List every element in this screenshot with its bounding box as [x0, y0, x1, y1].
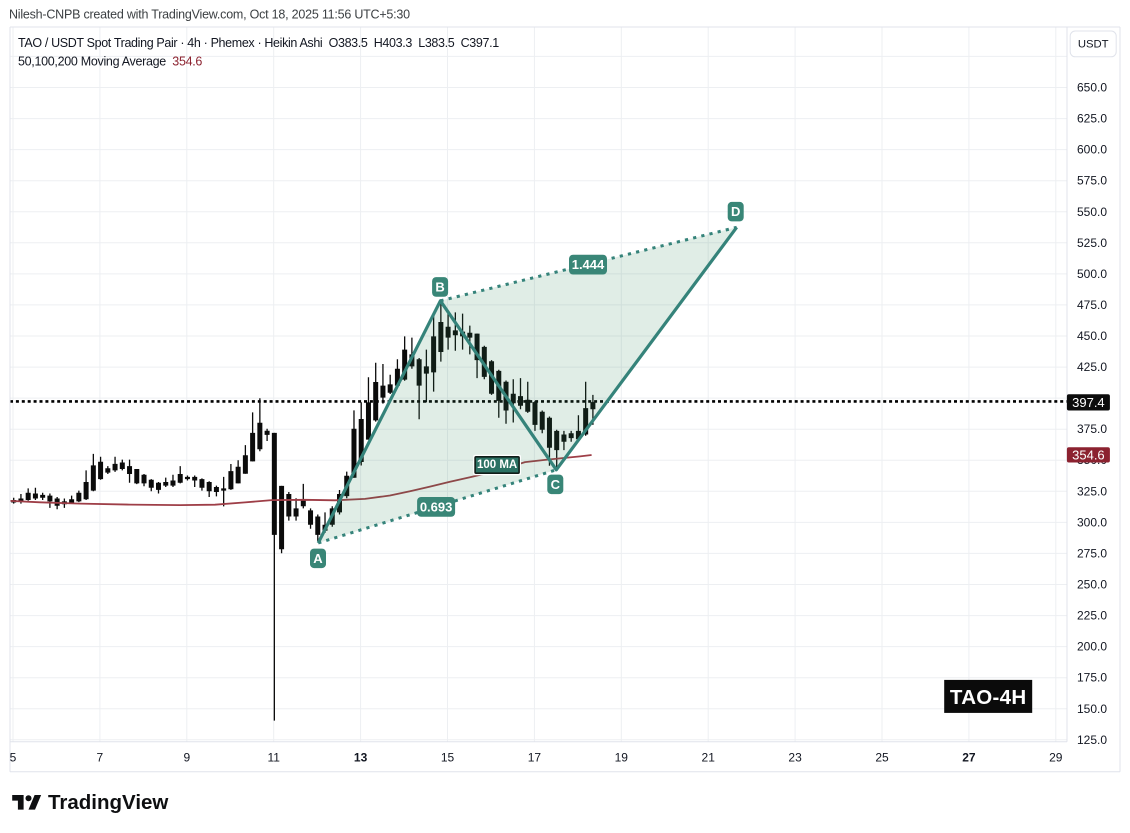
svg-text:275.0: 275.0: [1077, 546, 1107, 560]
svg-text:425.0: 425.0: [1077, 360, 1107, 374]
svg-text:300.0: 300.0: [1077, 515, 1107, 529]
svg-text:TradingView: TradingView: [48, 791, 168, 814]
svg-text:150.0: 150.0: [1077, 702, 1107, 716]
svg-text:125.0: 125.0: [1077, 733, 1107, 747]
svg-text:525.0: 525.0: [1077, 236, 1107, 250]
svg-text:200.0: 200.0: [1077, 640, 1107, 654]
svg-text:15: 15: [441, 751, 455, 765]
svg-text:575.0: 575.0: [1077, 174, 1107, 188]
svg-text:B: B: [435, 280, 444, 295]
svg-text:17: 17: [528, 751, 542, 765]
svg-text:625.0: 625.0: [1077, 112, 1107, 126]
svg-text:397.4: 397.4: [1072, 395, 1105, 410]
svg-text:7: 7: [97, 751, 104, 765]
svg-text:13: 13: [354, 751, 368, 765]
svg-text:250.0: 250.0: [1077, 578, 1107, 592]
svg-text:225.0: 225.0: [1077, 609, 1107, 623]
svg-text:1.444: 1.444: [572, 257, 605, 272]
svg-text:Nilesh-CNPB created with Tradi: Nilesh-CNPB created with TradingView.com…: [9, 8, 410, 22]
svg-text:450.0: 450.0: [1077, 329, 1107, 343]
svg-text:650.0: 650.0: [1077, 81, 1107, 95]
svg-text:354.6: 354.6: [1072, 448, 1105, 463]
svg-text:5: 5: [10, 751, 17, 765]
svg-text:C: C: [551, 477, 561, 492]
svg-text:25: 25: [875, 751, 889, 765]
svg-text:325.0: 325.0: [1077, 484, 1107, 498]
svg-text:9: 9: [183, 751, 190, 765]
svg-text:19: 19: [615, 751, 629, 765]
svg-text:USDT: USDT: [1078, 38, 1109, 50]
svg-text:375.0: 375.0: [1077, 422, 1107, 436]
svg-text:A: A: [313, 551, 323, 566]
svg-text:100 MA: 100 MA: [477, 459, 517, 471]
svg-text:TAO / USDT Spot Trading Pair ·: TAO / USDT Spot Trading Pair · 4h · Phem…: [18, 36, 499, 50]
svg-text:600.0: 600.0: [1077, 143, 1107, 157]
svg-text:TAO-4H: TAO-4H: [950, 686, 1027, 709]
svg-text:D: D: [731, 204, 740, 219]
svg-text:27: 27: [962, 751, 976, 765]
svg-text:550.0: 550.0: [1077, 205, 1107, 219]
svg-text:21: 21: [702, 751, 716, 765]
svg-text:50,100,200 Moving Average 354: 50,100,200 Moving Average 354.6: [18, 55, 202, 69]
svg-text:0.693: 0.693: [420, 499, 453, 514]
svg-text:475.0: 475.0: [1077, 298, 1107, 312]
svg-text:500.0: 500.0: [1077, 267, 1107, 281]
svg-text:23: 23: [788, 751, 802, 765]
svg-text:175.0: 175.0: [1077, 671, 1107, 685]
svg-text:29: 29: [1049, 751, 1063, 765]
svg-text:11: 11: [267, 751, 280, 765]
